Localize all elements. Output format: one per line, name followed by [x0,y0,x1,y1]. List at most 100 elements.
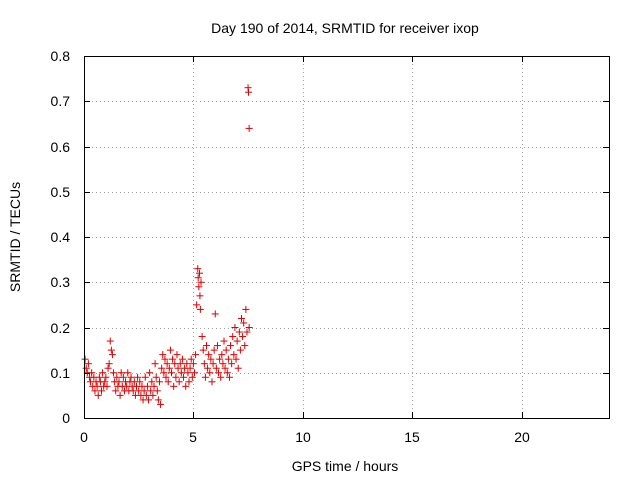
data-point [224,355,232,363]
data-point [112,387,120,395]
data-point [204,364,212,372]
data-point [116,391,124,399]
x-tick-label: 5 [189,429,197,445]
data-point [199,346,207,354]
data-point [108,351,116,359]
data-point [201,373,209,381]
x-tick-label: 10 [295,429,311,445]
data-point [228,360,236,368]
data-point [238,314,245,322]
data-point [159,351,167,359]
data-point [194,274,202,282]
y-tick-label: 0.8 [51,48,71,64]
x-axis-label: GPS time / hours [292,458,399,474]
data-point [106,337,114,345]
data-point [183,360,191,368]
data-point [141,373,149,381]
data-point [233,337,241,345]
grid-layer [84,56,609,418]
data-point [229,333,237,341]
data-point [175,378,183,386]
chart-title: Day 190 of 2014, SRMTID for receiver ixo… [211,20,479,36]
data-point [127,373,135,381]
data-point [84,360,92,368]
data-point [205,351,213,359]
data-point [177,369,185,377]
data-point [104,364,112,372]
data-point [117,369,125,377]
data-point [94,391,102,399]
data-point [153,387,161,395]
points-layer [81,84,253,408]
data-point [115,378,123,386]
data-point [160,369,168,377]
data-point [243,328,251,336]
data-point [166,346,174,354]
y-tick-label: 0.4 [51,229,71,245]
data-point [208,378,216,386]
data-point [232,355,240,363]
x-tick-label: 15 [404,429,420,445]
data-point [154,396,162,404]
data-point [147,387,155,395]
data-point [119,373,127,381]
data-point [155,378,163,386]
data-point [176,360,184,368]
data-point [240,319,248,327]
data-point [110,369,118,377]
data-point [221,364,229,372]
data-point [216,355,224,363]
data-point [203,342,210,350]
data-point [187,355,195,363]
data-point [225,373,233,381]
data-point [161,355,169,363]
data-point [151,360,159,368]
data-point [186,364,194,372]
y-tick-label: 0.1 [51,365,71,381]
data-point [219,360,227,368]
data-point [107,346,115,354]
data-point [192,351,200,359]
data-point [174,364,182,372]
data-point [169,355,177,363]
data-point [113,373,121,381]
data-point [245,124,253,132]
data-point [230,351,238,359]
data-point [242,305,250,313]
y-tick-label: 0.3 [51,274,71,290]
y-tick-label: 0.5 [51,184,71,200]
data-point [158,364,166,372]
data-point [193,301,201,309]
y-tick-label: 0.6 [51,139,71,155]
data-point [95,373,103,381]
y-tick-label: 0.7 [51,93,71,109]
data-point [197,278,205,286]
y-axis-label: SRMTID / TECUs [7,182,23,292]
data-point [235,328,243,336]
data-point [157,400,165,408]
data-point [209,360,217,368]
data-point [145,396,153,404]
data-point [210,346,218,354]
ticks-layer: 0 5 10 15 20 0 0.1 0.2 0.3 0.4 0.5 0.6 0.7 0.8 [51,48,609,445]
data-point [239,333,247,341]
data-point [211,310,219,318]
data-point [194,265,202,273]
data-point [227,342,235,350]
data-point [236,346,244,354]
data-point [140,387,148,395]
data-point [172,373,180,381]
data-point [196,305,204,313]
data-point [162,373,170,381]
data-point [245,324,253,331]
data-point [241,342,249,350]
x-tick-label: 20 [514,429,530,445]
data-point [136,378,144,386]
x-tick-label: 0 [80,429,88,445]
data-point [185,378,193,386]
data-point [103,382,111,390]
data-point [195,283,203,291]
data-point [163,360,171,368]
y-tick-label: 0 [62,410,70,426]
data-point [82,364,90,372]
